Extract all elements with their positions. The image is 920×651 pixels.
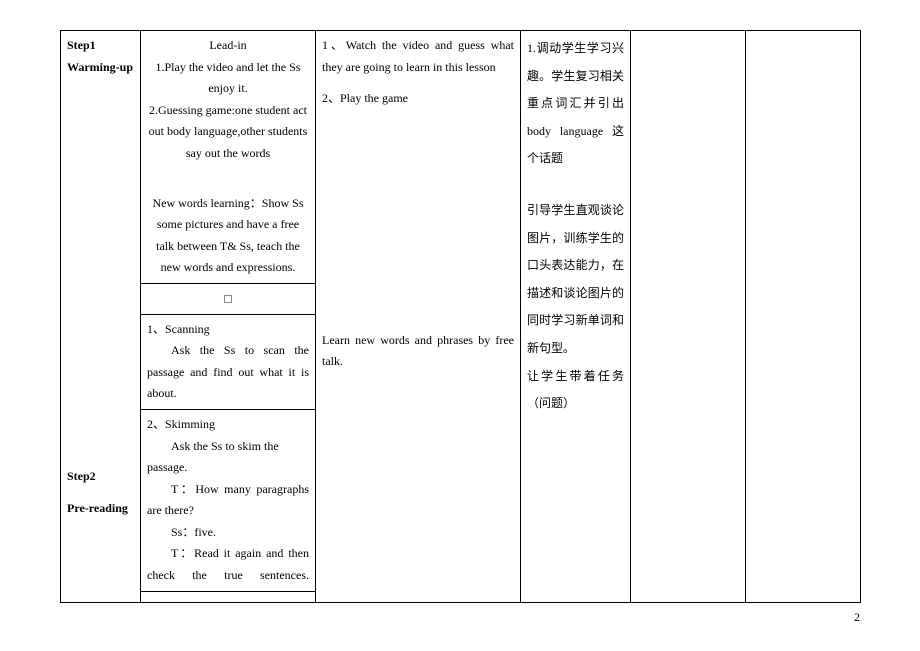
rationale-2: 引导学生直观谈论图片，训练学生的口头表达能力，在描述和谈论图片的同时学习新单词和… bbox=[527, 197, 624, 363]
student-cell: 1、Watch the video and guess what they ar… bbox=[316, 31, 521, 603]
step2-label: Step2 bbox=[67, 466, 134, 488]
preview-marker bbox=[141, 283, 315, 314]
student-item-3: Learn new words and phrases by free talk… bbox=[322, 330, 514, 373]
leadin-title: Lead-in bbox=[147, 35, 309, 57]
rationale-cell: 1.调动学生学习兴趣。学生复习相关重点词汇并引出 body language 这… bbox=[521, 31, 631, 603]
skim-t1: T：How many paragraphs are there? bbox=[147, 479, 309, 522]
table-row: Step1 Warming-up Lead-in 1.Play the vide… bbox=[61, 31, 861, 384]
step-cell-2: Step2 Pre-reading bbox=[61, 384, 141, 603]
skim-body: Ask the Ss to skim the passage. bbox=[147, 436, 309, 479]
page: Step1 Warming-up Lead-in 1.Play the vide… bbox=[60, 30, 860, 603]
page-number: 2 bbox=[854, 610, 860, 625]
skim-title: 2、Skimming bbox=[147, 414, 309, 436]
step-cell-1: Step1 Warming-up bbox=[61, 31, 141, 384]
skim-ss: Ss：five. bbox=[147, 522, 309, 544]
step2-sub: Pre-reading bbox=[67, 498, 134, 520]
student-item-1: 1、Watch the video and guess what they ar… bbox=[322, 35, 514, 78]
lesson-table: Step1 Warming-up Lead-in 1.Play the vide… bbox=[60, 30, 861, 603]
step1-label: Step1 bbox=[67, 35, 134, 57]
teacher-scanning-block: 1、Scanning Ask the Ss to scan the passag… bbox=[141, 314, 315, 409]
teacher-leadin-block: Lead-in 1.Play the video and let the Ss … bbox=[141, 31, 315, 283]
teacher-skimming-block: 2、Skimming Ask the Ss to skim the passag… bbox=[141, 409, 315, 591]
leadin-item-1: 1.Play the video and let the Ss enjoy it… bbox=[147, 57, 309, 100]
skim-t2: T：Read it again and then check the true … bbox=[147, 543, 309, 586]
scan-body: Ask the Ss to scan the passage and find … bbox=[147, 340, 309, 405]
extra-cell-2 bbox=[746, 31, 861, 603]
leadin-item-2: 2.Guessing game:one student act out body… bbox=[147, 100, 309, 165]
teacher-bottom-empty bbox=[141, 591, 315, 602]
step1-sub: Warming-up bbox=[67, 57, 134, 79]
teacher-cell: Lead-in 1.Play the video and let the Ss … bbox=[141, 31, 316, 603]
rationale-3: 让学生带着任务（问题） bbox=[527, 363, 624, 418]
newwords-block: New words learning：Show Ss some pictures… bbox=[147, 193, 309, 279]
rationale-1: 1.调动学生学习兴趣。学生复习相关重点词汇并引出 body language 这… bbox=[527, 35, 624, 173]
student-item-2: 2、Play the game bbox=[322, 88, 514, 110]
extra-cell-1 bbox=[631, 31, 746, 603]
scan-title: 1、Scanning bbox=[147, 319, 309, 341]
